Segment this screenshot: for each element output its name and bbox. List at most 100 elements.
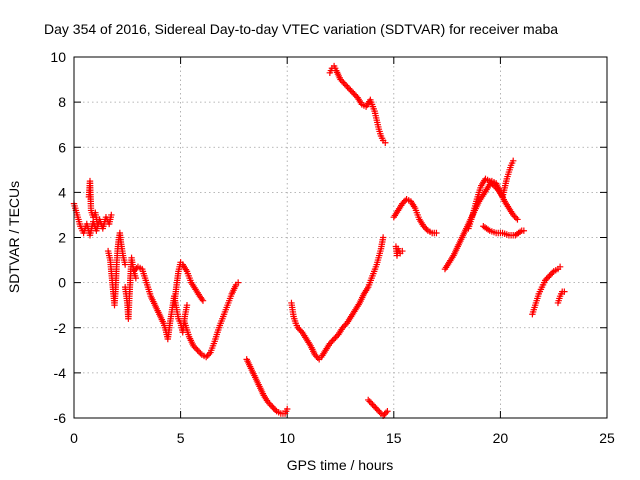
series-arc-03 <box>104 229 129 309</box>
series-arc-18 <box>554 288 568 307</box>
data-point <box>379 234 387 241</box>
data-point <box>366 398 373 405</box>
data-point <box>328 338 335 346</box>
data-point <box>190 342 197 349</box>
x-tick-label: 0 <box>70 430 78 446</box>
data-point <box>340 79 347 86</box>
y-tick-label: 0 <box>58 275 66 291</box>
data-point <box>269 403 276 410</box>
data-points <box>70 62 568 419</box>
data-point <box>367 399 375 407</box>
data-point <box>314 354 321 362</box>
series-arc-12 <box>392 243 406 259</box>
data-point <box>337 76 344 83</box>
data-point <box>270 405 277 412</box>
data-point <box>382 139 389 146</box>
series-arc-07 <box>181 279 242 361</box>
data-point <box>509 211 517 219</box>
data-point <box>94 220 101 228</box>
y-axis-label: SDTVAR / TECUs <box>6 181 22 293</box>
x-tick-label: 20 <box>493 430 509 446</box>
series-arc-09 <box>288 234 387 363</box>
data-point <box>332 334 339 341</box>
data-point <box>556 263 564 271</box>
data-point <box>326 340 334 347</box>
data-point <box>191 344 199 351</box>
data-point <box>284 405 291 413</box>
plot-frame <box>73 56 608 419</box>
data-point <box>121 261 129 268</box>
data-point <box>489 180 496 188</box>
data-point <box>546 272 553 280</box>
series-arc-13 <box>390 195 440 237</box>
data-point <box>344 83 351 91</box>
data-point <box>512 214 520 222</box>
data-point <box>330 335 338 343</box>
series-arc-05 <box>130 263 191 343</box>
data-point <box>264 399 272 406</box>
data-point <box>511 213 518 220</box>
data-point <box>338 77 346 85</box>
data-point <box>345 85 353 92</box>
data-point <box>421 224 429 231</box>
data-point <box>266 400 273 407</box>
data-point <box>202 353 210 361</box>
data-point <box>549 269 556 277</box>
data-point <box>130 268 137 275</box>
data-point <box>294 324 302 331</box>
data-point <box>373 405 380 413</box>
data-point <box>399 247 406 255</box>
data-point <box>423 226 430 233</box>
data-point <box>348 88 356 95</box>
x-tick-label: 5 <box>177 430 185 446</box>
data-point <box>541 277 549 284</box>
data-point <box>132 274 140 282</box>
data-point <box>311 351 319 359</box>
data-point <box>372 404 379 411</box>
data-point <box>543 275 550 283</box>
data-point <box>198 295 206 303</box>
data-point <box>399 200 406 207</box>
data-point <box>194 347 201 354</box>
y-tick-label: 4 <box>58 184 66 200</box>
x-tick-labels: 0 5 10 15 20 25 <box>70 430 615 446</box>
x-tick-label: 15 <box>386 430 402 446</box>
data-point <box>234 279 242 286</box>
chart-title: Day 354 of 2016, Sidereal Day-to-day VTE… <box>44 21 558 37</box>
data-point <box>509 157 517 164</box>
x-tick-label: 25 <box>599 430 615 446</box>
x-axis-label: GPS time / hours <box>287 457 394 473</box>
data-point <box>384 408 391 415</box>
x-tick-label: 10 <box>279 430 295 446</box>
data-point <box>433 229 440 237</box>
data-point <box>365 396 372 404</box>
data-point <box>296 326 303 333</box>
series-arc-10 <box>326 62 389 146</box>
data-point <box>520 227 528 234</box>
data-point <box>313 353 320 360</box>
y-tick-label: 10 <box>50 49 66 65</box>
y-tick-label: 2 <box>58 230 66 246</box>
data-point <box>487 179 495 186</box>
data-point <box>490 182 498 189</box>
data-point <box>341 80 348 88</box>
data-point <box>381 411 388 418</box>
data-point <box>205 350 213 358</box>
data-point <box>195 348 203 356</box>
data-point <box>351 91 358 98</box>
data-point <box>108 211 115 219</box>
series-arc-08 <box>243 356 291 417</box>
series-arc-16 <box>480 223 528 239</box>
y-tick-labels: -6 -4 -2 0 2 4 6 8 10 <box>50 49 66 426</box>
data-point <box>369 401 376 408</box>
y-tick-label: 8 <box>58 94 66 110</box>
data-point <box>486 177 493 185</box>
data-point <box>347 86 354 94</box>
data-point <box>350 89 357 97</box>
data-point <box>382 409 390 416</box>
series-arc-02 <box>85 177 101 228</box>
data-point <box>561 288 568 295</box>
y-tick-label: -6 <box>54 410 67 426</box>
